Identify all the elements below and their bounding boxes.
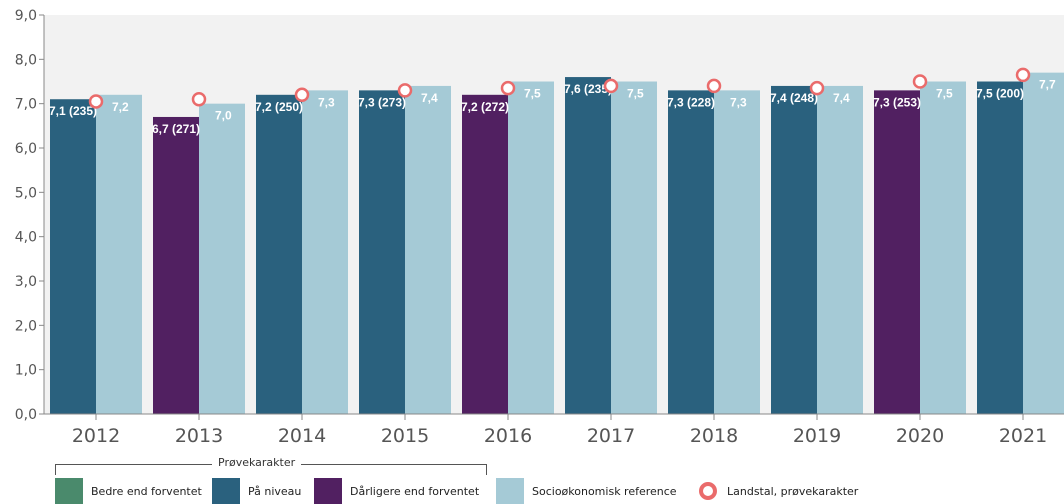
landstal-marker (397, 83, 413, 98)
legend-group-title: Prøvekarakter (212, 456, 302, 469)
legend-swatch-daarligere (314, 478, 342, 504)
legend-item-bedre[interactable]: Bedre end forventet (55, 478, 202, 504)
landstal-marker (88, 94, 104, 109)
landstal-marker (912, 74, 928, 89)
x-tick-label: 2019 (793, 425, 841, 447)
landstal-marker (1015, 67, 1031, 83)
x-tick-label: 2018 (690, 425, 738, 447)
landstal-marker (603, 78, 619, 94)
data-label-provekarakter: 7,6 (235) (564, 82, 612, 96)
data-label-reference: 7,5 (936, 87, 953, 101)
legend-item-paa-niveau[interactable]: På niveau (212, 478, 301, 504)
bar-provekarakter (565, 77, 611, 415)
y-tick-label: 3,0 (15, 274, 37, 290)
y-tick-label: 5,0 (15, 185, 37, 201)
bar-provekarakter (256, 94, 302, 415)
data-label-reference: 7,4 (833, 91, 850, 105)
data-label-provekarakter: 7,1 (235) (49, 104, 97, 118)
legend-label-landstal: Landstal, prøvekarakter (727, 484, 859, 498)
x-tick-label: 2020 (896, 425, 944, 447)
data-label-reference: 7,5 (627, 87, 644, 101)
data-label-reference: 7,4 (421, 91, 438, 105)
bar-provekarakter (874, 90, 920, 414)
y-tick-label: 8,0 (15, 52, 37, 68)
data-label-provekarakter: 7,2 (272) (461, 100, 509, 114)
bar-provekarakter (462, 94, 508, 415)
y-tick-label: 4,0 (15, 230, 37, 246)
bar-reference (508, 81, 554, 414)
legend-swatch-paa-niveau (212, 478, 240, 504)
bar-reference (920, 81, 966, 414)
bar-reference (199, 103, 245, 415)
y-tick-label: 2,0 (15, 318, 37, 334)
bar-reference (1023, 72, 1064, 414)
bar-provekarakter (359, 90, 405, 414)
legend-swatch-reference (496, 478, 524, 504)
legend-label-paa-niveau: På niveau (248, 484, 302, 498)
bar-provekarakter (977, 81, 1023, 414)
x-tick-label: 2012 (72, 425, 120, 447)
bar-reference (817, 85, 863, 414)
data-label-provekarakter: 7,5 (200) (976, 87, 1024, 101)
bar-reference (611, 81, 657, 414)
y-tick-label: 6,0 (15, 141, 37, 157)
bar-reference (302, 90, 348, 414)
data-label-reference: 7,3 (318, 95, 335, 109)
x-tick-label: 2017 (587, 425, 635, 447)
bar-provekarakter (668, 90, 714, 414)
y-tick-label: 7,0 (15, 97, 37, 113)
bar-provekarakter (153, 116, 199, 414)
data-label-provekarakter: 7,3 (253) (873, 95, 921, 109)
bar-reference (405, 85, 451, 414)
landstal-marker (706, 78, 722, 94)
x-tick-label: 2015 (381, 425, 429, 447)
y-tick-label: 1,0 (15, 363, 37, 379)
data-label-provekarakter: 6,7 (271) (152, 122, 200, 136)
data-label-reference: 7,5 (524, 87, 541, 101)
legend-label-daarligere: Dårligere end forventet (350, 484, 480, 498)
data-label-provekarakter: 7,3 (228) (667, 95, 715, 109)
landstal-marker (809, 80, 825, 96)
x-tick-label: 2013 (175, 425, 223, 447)
data-label-provekarakter: 7,2 (250) (255, 100, 303, 114)
landstal-marker (191, 91, 207, 107)
bar-provekarakter (771, 85, 817, 414)
legend-item-daarligere[interactable]: Dårligere end forventet (314, 478, 479, 504)
data-label-reference: 7,7 (1039, 78, 1056, 92)
bar-provekarakter (50, 99, 96, 414)
legend-label-bedre: Bedre end forventet (91, 484, 202, 498)
landstal-marker (500, 80, 516, 96)
x-tick-label: 2014 (278, 425, 326, 447)
y-tick-label: 9,0 (15, 8, 37, 24)
legend: Prøvekarakter Bedre end forventet På niv… (0, 452, 1064, 504)
legend-label-reference: Socioøkonomisk reference (532, 484, 677, 498)
x-tick-label: 2016 (484, 425, 532, 447)
data-label-provekarakter: 7,3 (273) (358, 95, 406, 109)
legend-item-landstal[interactable]: Landstal, prøvekarakter (695, 478, 858, 504)
bar-chart: 0,0 1,0 2,0 3,0 4,0 5,0 6,0 7,0 8,0 9,0 7,1 (235) 7… (15, 8, 1064, 447)
bar-reference (714, 90, 760, 414)
data-label-reference: 7,0 (215, 109, 232, 123)
y-tick-label: 0,0 (15, 407, 37, 423)
data-label-reference: 7,2 (112, 100, 129, 114)
legend-swatch-bedre (55, 478, 83, 504)
data-label-reference: 7,3 (730, 95, 747, 109)
landstal-marker (294, 87, 310, 103)
x-tick-label: 2021 (999, 425, 1047, 447)
legend-item-reference[interactable]: Socioøkonomisk reference (496, 478, 677, 504)
bar-reference (96, 94, 142, 415)
data-label-provekarakter: 7,4 (248) (770, 91, 818, 105)
legend-ring-landstal (699, 482, 717, 500)
